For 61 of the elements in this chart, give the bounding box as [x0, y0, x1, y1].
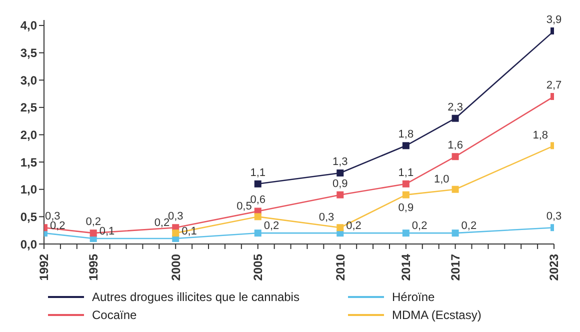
- legend-label: Cocaïne: [92, 308, 137, 322]
- data-label: 0,3: [546, 210, 562, 223]
- data-label: 3,9: [546, 14, 562, 26]
- y-tick-label: 0,0: [20, 237, 38, 252]
- data-label: 0,9: [398, 202, 414, 214]
- data-label: 0,2: [346, 220, 362, 232]
- data-label: 0,2: [86, 216, 102, 228]
- data-label: 2,7: [546, 79, 562, 92]
- data-label: 2,3: [448, 101, 463, 114]
- data-label: 1,1: [398, 166, 414, 179]
- point: [254, 213, 262, 220]
- data-label: 0,2: [461, 220, 477, 232]
- data-label: 0,3: [318, 212, 334, 224]
- x-tick-label: 2023: [547, 254, 562, 281]
- y-tick-label: 2,5: [20, 100, 38, 115]
- data-label: 0,6: [250, 194, 266, 206]
- y-tick-label: 4,0: [20, 18, 38, 33]
- legend-label: MDMA (Ecstasy): [392, 308, 482, 322]
- y-tick-label: 0,5: [20, 210, 38, 224]
- legend-label: Autres drogues illicites que le cannabis: [92, 290, 300, 304]
- x-tick-label: 1995: [86, 254, 101, 281]
- y-tick-label: 3,5: [20, 46, 38, 60]
- point: [452, 186, 459, 193]
- data-label: 0,3: [168, 210, 184, 223]
- x-tick-label: 2005: [251, 254, 266, 281]
- data-label: 1,8: [398, 128, 414, 141]
- point: [452, 230, 459, 237]
- y-tick-label: 2,0: [20, 128, 38, 142]
- y-tick-label: 1,5: [20, 155, 38, 170]
- data-label: 0,3: [45, 210, 60, 223]
- point: [402, 180, 410, 188]
- y-tick-label: 1,0: [20, 182, 38, 197]
- data-label: 0,2: [412, 220, 428, 232]
- x-tick-label: 2010: [333, 254, 348, 281]
- point: [336, 224, 344, 232]
- y-tick-label: 3,0: [20, 73, 38, 88]
- point: [452, 114, 459, 122]
- point: [172, 230, 180, 237]
- point: [254, 230, 262, 237]
- x-tick-label: 2017: [448, 254, 462, 281]
- point: [336, 169, 344, 176]
- point: [254, 180, 262, 188]
- x-tick-label: 2000: [168, 254, 183, 281]
- point: [402, 142, 410, 150]
- point: [336, 191, 344, 198]
- point: [402, 230, 410, 237]
- data-label: 1,0: [434, 173, 450, 186]
- point: [452, 153, 459, 160]
- point: [402, 191, 410, 198]
- data-label: 0,9: [332, 178, 348, 190]
- data-label: 1,1: [250, 166, 266, 179]
- legend-label: Héroïne: [392, 290, 435, 304]
- point: [90, 230, 97, 237]
- data-label: 1,8: [532, 130, 548, 142]
- x-tick-label: 1992: [37, 254, 52, 281]
- data-label: 1,3: [332, 156, 348, 168]
- data-label: 1,6: [448, 140, 463, 152]
- data-label: 0,5: [236, 200, 252, 213]
- data-label: 0,2: [264, 220, 280, 232]
- data-label: 0,2: [154, 217, 170, 230]
- x-tick-label: 2014: [399, 254, 414, 281]
